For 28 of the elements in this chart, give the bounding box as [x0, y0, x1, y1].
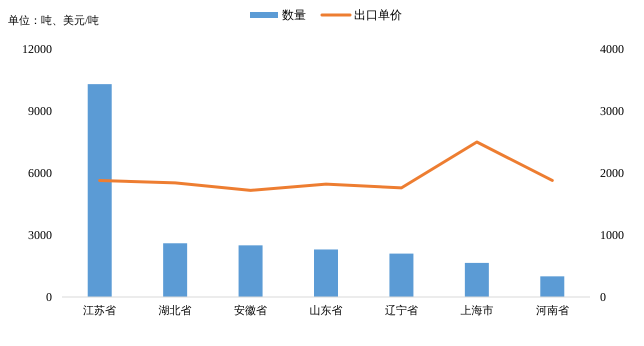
x-tick-label: 辽宁省 — [384, 304, 418, 317]
x-tick-label: 上海市 — [460, 304, 494, 317]
bar — [88, 84, 112, 297]
bar — [540, 276, 564, 297]
x-tick-label: 江苏省 — [83, 304, 116, 317]
y-tick-label: 6000 — [28, 166, 52, 180]
y-tick-label: 3000 — [28, 228, 52, 242]
y-tick-label: 9000 — [28, 104, 52, 118]
text: 单位：吨、美元/吨 — [8, 14, 100, 27]
x-tick-label: 山东省 — [310, 304, 342, 317]
y-tick-label: 12000 — [22, 42, 52, 56]
legend-label: 数量 — [282, 8, 306, 22]
y-tick-label: 0 — [46, 290, 52, 304]
line-series — [98, 140, 554, 192]
y2-tick-label: 0 — [600, 290, 606, 304]
x-tick-label: 河南省 — [536, 304, 569, 317]
x-tick-label: 湖北省 — [158, 304, 192, 317]
bar — [389, 254, 414, 297]
legend-label: 出口单价 — [354, 8, 402, 22]
x-tick-label: 安徽省 — [234, 304, 268, 317]
bar — [464, 262, 489, 297]
bar — [163, 243, 188, 297]
y2-tick-label: 3000 — [600, 104, 624, 118]
bar — [314, 249, 338, 297]
bar — [238, 245, 263, 297]
y2-tick-label: 1000 — [600, 228, 624, 242]
y2-tick-label: 2000 — [600, 166, 624, 180]
y2-tick-label: 4000 — [600, 42, 624, 56]
